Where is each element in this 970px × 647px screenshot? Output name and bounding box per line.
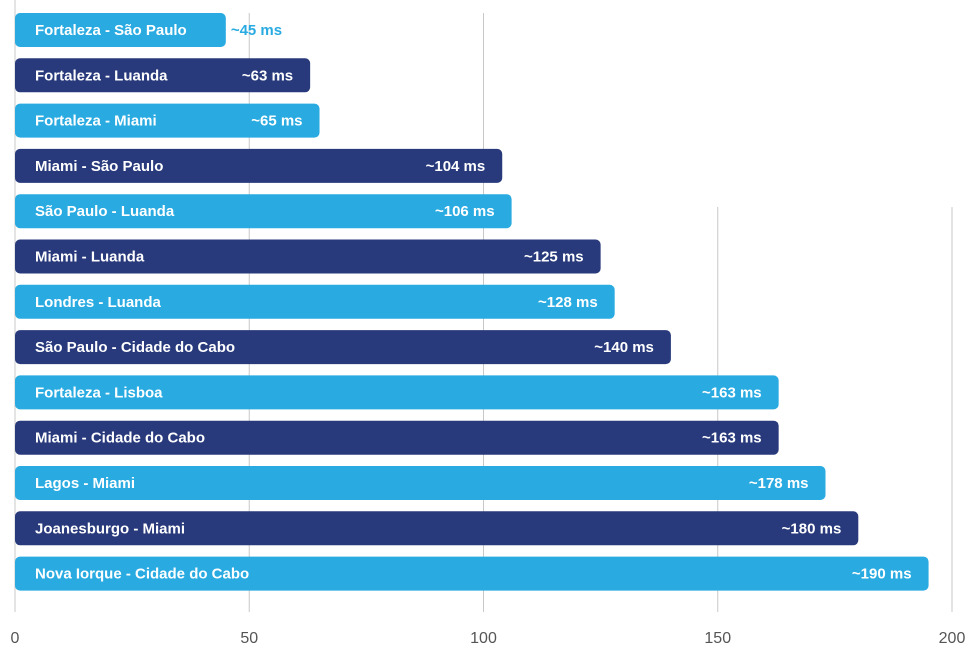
- bar: [15, 375, 779, 410]
- bar-value-label: ~45 ms: [231, 22, 282, 39]
- bar-value-label: ~104 ms: [426, 158, 486, 175]
- bar-category-label: Fortaleza - Luanda: [35, 67, 168, 84]
- bar-category-label: Miami - São Paulo: [35, 158, 163, 175]
- bar: [15, 284, 615, 319]
- bar-category-label: Lagos - Miami: [35, 475, 135, 492]
- bar-value-label: ~190 ms: [852, 566, 912, 583]
- bar: [15, 556, 929, 591]
- bar: [15, 103, 320, 138]
- bar-group: Joanesburgo - Miami ~180 ms: [15, 511, 859, 546]
- bar-group: Londres - Luanda ~128 ms: [15, 284, 615, 319]
- x-tick-label: 100: [470, 630, 497, 647]
- x-tick-label: 50: [240, 630, 258, 647]
- bar-category-label: Fortaleza - São Paulo: [35, 22, 187, 39]
- bar: [15, 239, 601, 274]
- bar-value-label: ~178 ms: [749, 475, 809, 492]
- bar-group: Fortaleza - São Paulo ~45 ms: [15, 13, 282, 47]
- bar-value-label: ~163 ms: [702, 384, 762, 401]
- bar-group: Fortaleza - Lisboa ~163 ms: [15, 375, 779, 410]
- bar-value-label: ~163 ms: [702, 430, 762, 447]
- bar-group: Miami - São Paulo ~104 ms: [15, 148, 503, 183]
- bar-value-label: ~140 ms: [594, 339, 654, 356]
- bar: [15, 466, 826, 500]
- x-axis-ticks: 0 50 100 150 200: [11, 630, 966, 647]
- x-tick-label: 150: [704, 630, 731, 647]
- bar-group: São Paulo - Luanda ~106 ms: [15, 194, 512, 229]
- bar-value-label: ~180 ms: [782, 520, 842, 537]
- bar-value-label: ~65 ms: [251, 113, 302, 130]
- bar-category-label: São Paulo - Luanda: [35, 203, 175, 220]
- bar: [15, 511, 859, 546]
- bar-value-label: ~63 ms: [242, 67, 293, 84]
- x-tick-label: 0: [11, 630, 20, 647]
- bar-group: Fortaleza - Luanda ~63 ms: [15, 58, 311, 93]
- bars: Fortaleza - São Paulo ~45 ms Fortaleza - L…: [15, 13, 929, 591]
- bar: [15, 148, 503, 183]
- bar: [15, 58, 311, 93]
- bar-value-label: ~106 ms: [435, 203, 495, 220]
- x-tick-label: 200: [939, 630, 966, 647]
- bar-category-label: Fortaleza - Lisboa: [35, 384, 163, 401]
- bar-group: Fortaleza - Miami ~65 ms: [15, 103, 320, 138]
- bar: [15, 194, 512, 229]
- bar-category-label: Fortaleza - Miami: [35, 113, 157, 130]
- bar-group: Miami - Cidade do Cabo ~163 ms: [15, 420, 779, 455]
- bar-category-label: Miami - Luanda: [35, 249, 145, 266]
- bar: [15, 13, 226, 47]
- bar-category-label: São Paulo - Cidade do Cabo: [35, 339, 235, 356]
- bar-value-label: ~128 ms: [538, 294, 598, 311]
- bar-group: Lagos - Miami ~178 ms: [15, 466, 826, 500]
- bar-category-label: Londres - Luanda: [35, 294, 161, 311]
- bar-group: Nova Iorque - Cidade do Cabo ~190 ms: [15, 556, 929, 591]
- bar-group: São Paulo - Cidade do Cabo ~140 ms: [15, 330, 671, 365]
- bar-category-label: Joanesburgo - Miami: [35, 520, 185, 537]
- bar-group: Miami - Luanda ~125 ms: [15, 239, 601, 274]
- bar-category-label: Miami - Cidade do Cabo: [35, 430, 205, 447]
- bar: [15, 420, 779, 455]
- bar-value-label: ~125 ms: [524, 249, 584, 266]
- bar-category-label: Nova Iorque - Cidade do Cabo: [35, 566, 249, 583]
- bar: [15, 330, 671, 365]
